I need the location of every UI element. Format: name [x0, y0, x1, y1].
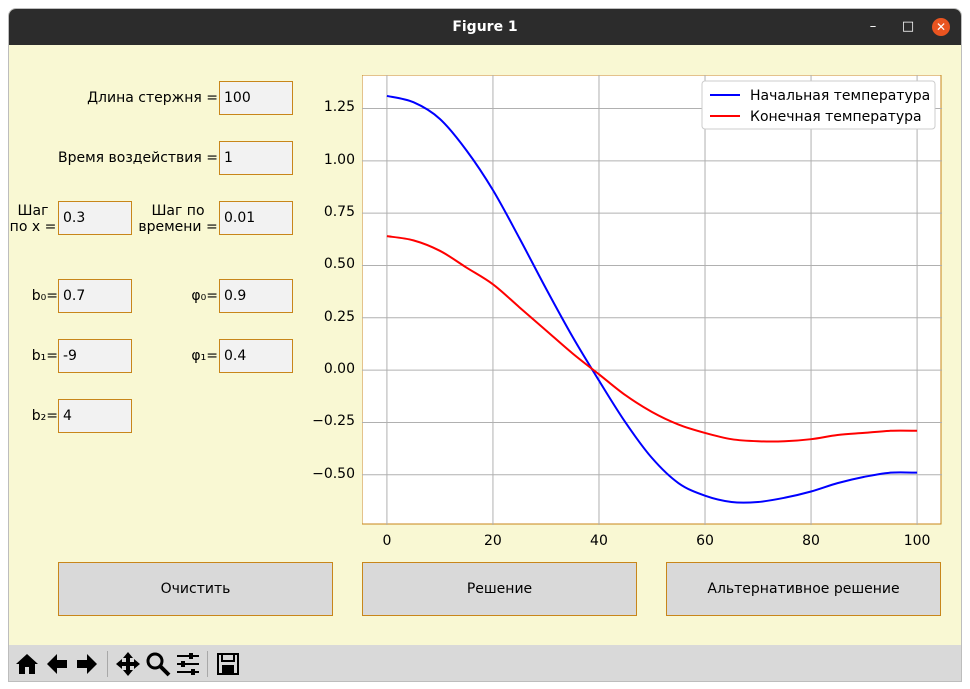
- solve-button[interactable]: Решение: [362, 562, 637, 616]
- phi0-input[interactable]: 0.9: [219, 279, 293, 313]
- figure-window: Figure 1 – □ ✕ Длина стержня = 100 Время…: [9, 9, 961, 681]
- forward-icon[interactable]: [74, 651, 100, 677]
- title-bar: Figure 1 – □ ✕: [9, 9, 961, 45]
- save-icon[interactable]: [215, 651, 241, 677]
- zoom-icon[interactable]: [145, 651, 171, 677]
- grid: [362, 75, 942, 525]
- b1-label: b₁=: [31, 348, 58, 364]
- y-tick-label: 1.00: [323, 151, 355, 168]
- x-tick-label: 80: [802, 533, 820, 549]
- phi1-label: φ₁=: [191, 348, 218, 364]
- x-tick-label: 100: [903, 533, 931, 549]
- window-title: Figure 1: [452, 19, 518, 35]
- phi1-input[interactable]: 0.4: [219, 339, 293, 373]
- b0-input[interactable]: 0.7: [58, 279, 132, 313]
- y-tick-label: 0.00: [323, 361, 355, 378]
- y-tick-label: 0.50: [323, 256, 355, 273]
- step-time-label-line1: Шаг по: [151, 203, 205, 219]
- step-time-input[interactable]: 0.01: [219, 201, 293, 235]
- clear-button[interactable]: Очистить: [58, 562, 333, 616]
- time-label: Время воздействия =: [58, 150, 218, 166]
- step-x-label-line1: Шаг: [17, 203, 49, 219]
- length-label: Длина стержня =: [87, 90, 218, 106]
- plot-area: [362, 75, 942, 525]
- x-tick-label: 40: [590, 533, 608, 549]
- b2-label: b₂=: [31, 408, 58, 424]
- pan-icon[interactable]: [115, 651, 141, 677]
- time-input[interactable]: 1: [219, 141, 293, 175]
- legend-label-1: Конечная температура: [750, 109, 922, 125]
- series-line-0: [386, 94, 918, 504]
- configure-subplots-icon[interactable]: [175, 651, 201, 677]
- length-input[interactable]: 100: [219, 81, 293, 115]
- y-tick-label: −0.50: [312, 465, 355, 482]
- legend-label-0: Начальная температура: [750, 88, 930, 104]
- x-tick-label: 0: [382, 533, 392, 549]
- maximize-button[interactable]: □: [901, 19, 915, 34]
- step-x-label: Шаг по x =: [9, 203, 57, 235]
- step-time-label: Шаг по времени =: [137, 203, 219, 235]
- x-tick-label: 60: [696, 533, 714, 549]
- step-x-label-line2: по x =: [9, 219, 57, 235]
- series-line-1: [386, 235, 918, 443]
- y-tick-label: −0.25: [312, 413, 355, 430]
- y-tick-label: 0.25: [323, 308, 355, 325]
- navigation-toolbar: [9, 645, 961, 681]
- series-lines: [386, 94, 918, 504]
- temperature-chart: Начальная температура Конечная температур…: [362, 75, 942, 525]
- minimize-button[interactable]: –: [869, 19, 877, 34]
- x-tick-label: 20: [484, 533, 502, 549]
- legend: Начальная температура Конечная температур…: [701, 80, 936, 130]
- alternative-solve-button[interactable]: Альтернативное решение: [666, 562, 941, 616]
- back-icon[interactable]: [44, 651, 70, 677]
- y-tick-label: 1.25: [323, 99, 355, 116]
- toolbar-separator: [107, 651, 108, 677]
- b2-input[interactable]: 4: [58, 399, 132, 433]
- legend-box: [701, 80, 936, 130]
- b1-input[interactable]: -9: [58, 339, 132, 373]
- toolbar-separator: [207, 651, 208, 677]
- phi0-label: φ₀=: [191, 288, 218, 304]
- step-x-input[interactable]: 0.3: [58, 201, 132, 235]
- close-button[interactable]: ✕: [932, 18, 950, 36]
- y-tick-label: 0.75: [323, 204, 355, 221]
- step-time-label-line2: времени =: [138, 219, 218, 235]
- home-icon[interactable]: [14, 651, 40, 677]
- b0-label: b₀=: [31, 288, 58, 304]
